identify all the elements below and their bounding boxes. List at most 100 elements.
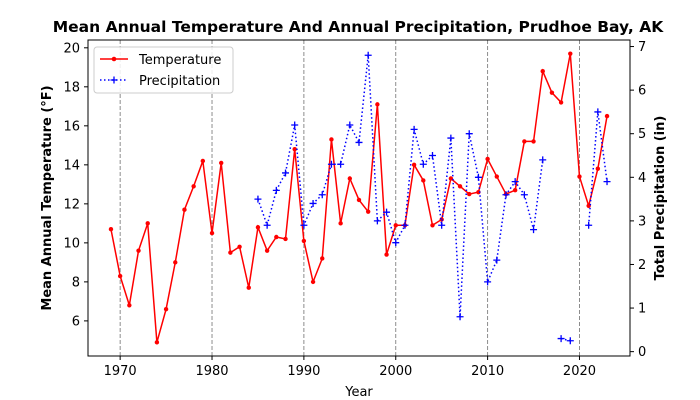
legend-precipitation-marker — [110, 76, 118, 84]
temperature-point — [237, 244, 242, 249]
temperature-point — [127, 303, 132, 308]
legend-box — [93, 46, 234, 94]
y-left-tick-label: 6 — [72, 314, 80, 329]
temperature-point — [512, 187, 518, 193]
x-tick-label: 1990 — [287, 364, 320, 379]
precipitation-point — [373, 217, 381, 225]
legend-precipitation-label: Precipitation — [139, 74, 220, 89]
grid — [119, 40, 580, 356]
precipitation-point — [484, 278, 492, 286]
x-tick-label: 1970 — [104, 364, 137, 379]
x-axis-label: Year — [344, 385, 373, 400]
x-tick-label: 2000 — [379, 364, 412, 379]
temperature-point — [145, 221, 150, 226]
precipitation-point — [447, 134, 455, 142]
precipitation-point — [511, 178, 519, 186]
precipitation-line — [587, 111, 608, 226]
temperature-point — [595, 166, 601, 171]
precipitation-point — [263, 221, 271, 229]
legend: Temperature Precipitation — [93, 46, 234, 94]
precipitation-point — [282, 169, 290, 177]
precipitation-point — [401, 221, 409, 229]
temperature-point — [568, 51, 573, 56]
temperature-series — [108, 51, 610, 345]
precipitation-point — [300, 221, 308, 229]
precipitation-point — [585, 221, 593, 229]
y-right-tick-label: 0 — [638, 345, 646, 360]
temperature-point — [292, 147, 297, 152]
temperature-point — [283, 236, 288, 242]
temperature-point — [338, 221, 343, 226]
chart-title: Mean Annual Temperature And Annual Preci… — [53, 18, 664, 36]
precipitation-point — [419, 160, 427, 168]
precipitation-point — [272, 186, 280, 194]
precipitation-point — [566, 337, 574, 345]
x-tick-label: 1980 — [195, 364, 228, 379]
precipitation-point — [530, 226, 538, 234]
precipitation-point — [364, 51, 372, 59]
precipitation-point — [557, 335, 565, 343]
temperature-point — [154, 340, 160, 345]
precipitation-point — [594, 108, 602, 116]
precipitation-point — [465, 130, 473, 138]
temperature-point — [365, 209, 371, 214]
temperature-point — [264, 248, 270, 253]
x-tick-label: 2010 — [471, 364, 504, 379]
temperature-point — [209, 230, 215, 236]
y-right-tick-label: 7 — [638, 40, 646, 55]
y-axis-right-label: Total Precipitation (in) — [653, 116, 668, 281]
precipitation-point — [502, 191, 510, 199]
temperature-point — [577, 174, 582, 179]
temperature-point — [163, 306, 169, 312]
temperature-point — [200, 158, 206, 164]
temperature-point — [136, 248, 141, 253]
temperature-point — [384, 252, 389, 257]
temperature-point — [320, 256, 325, 261]
precipitation-point — [392, 239, 400, 247]
x-axis: 1970 1980 1990 2000 2010 2020 — [104, 356, 596, 379]
y-left-tick-label: 18 — [63, 80, 80, 95]
precipitation-point — [428, 152, 436, 160]
temperature-point — [356, 197, 362, 203]
temperature-point — [310, 279, 316, 285]
y-left-tick-label: 10 — [63, 236, 80, 251]
x-tick-label: 2020 — [563, 364, 596, 379]
precipitation-point — [318, 191, 326, 199]
y-right-tick-label: 2 — [638, 258, 646, 273]
precipitation-point — [383, 208, 391, 216]
plot-frame — [87, 39, 631, 357]
temperature-point — [558, 100, 564, 105]
temperature-point — [329, 137, 334, 142]
precipitation-point — [474, 173, 482, 181]
temperature-point — [182, 207, 187, 212]
y-right-tick-label: 3 — [638, 214, 646, 229]
temperature-point — [549, 90, 555, 95]
temperature-point — [108, 227, 114, 232]
temperature-point — [457, 184, 463, 189]
temperature-point — [191, 184, 196, 189]
temperature-point — [430, 223, 435, 228]
precipitation-point — [520, 191, 528, 199]
precipitation-point — [309, 199, 317, 207]
temperature-point — [604, 113, 610, 119]
temperature-point — [255, 225, 261, 230]
precipitation-point — [291, 121, 299, 129]
legend-temperature-label: Temperature — [138, 53, 221, 68]
y-left-tick-label: 20 — [63, 41, 80, 56]
precipitation-series — [254, 51, 611, 345]
temperature-point — [522, 139, 527, 144]
precipitation-point — [346, 121, 354, 129]
temperature-point — [219, 160, 224, 166]
y-axis-left: 6 8 10 12 14 16 18 20 — [63, 41, 88, 329]
precipitation-line — [560, 337, 571, 342]
precipitation-point — [539, 156, 547, 164]
y-axis-right: 0 1 2 3 4 5 6 7 — [630, 40, 646, 360]
y-axis-left-label: Mean Annual Temperature (°F) — [40, 85, 55, 310]
y-left-tick-label: 12 — [63, 197, 80, 212]
temperature-point — [476, 189, 481, 195]
y-right-tick-label: 4 — [638, 171, 646, 186]
precipitation-line — [257, 55, 544, 317]
temperature-point — [228, 250, 233, 255]
temperature-point — [421, 178, 426, 183]
